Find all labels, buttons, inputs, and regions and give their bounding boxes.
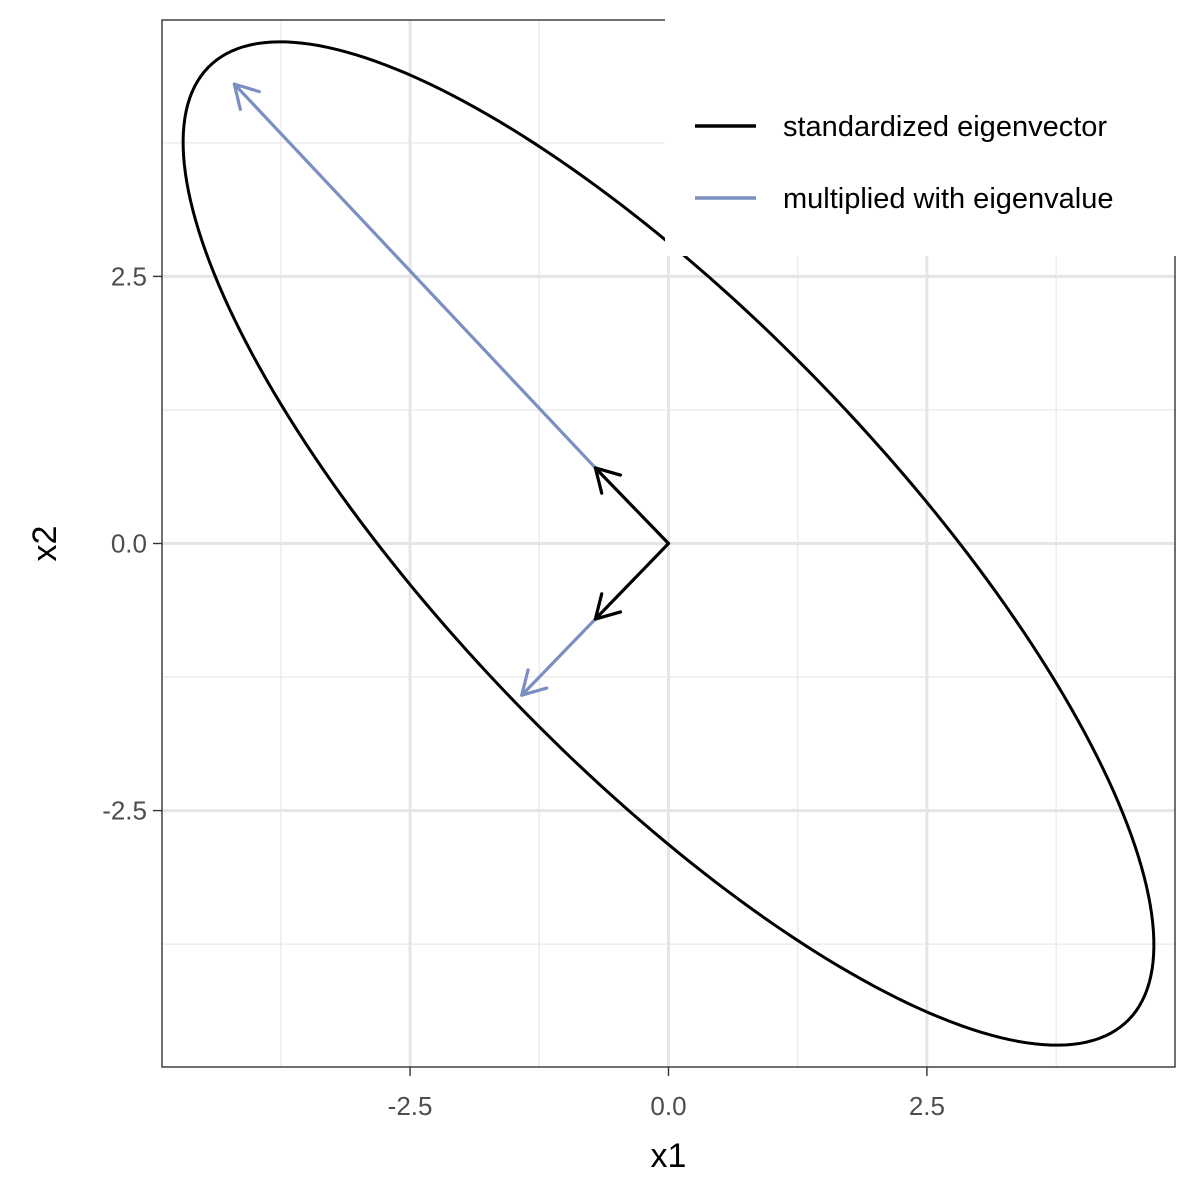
legend-label: standardized eigenvector [783, 111, 1107, 143]
y-tick-label: 2.5 [111, 261, 147, 291]
plot-marks [181, 40, 1156, 1047]
legend: standardized eigenvector multiplied with … [665, 0, 1200, 256]
legend-label: multiplied with eigenvalue [783, 183, 1113, 215]
standardized-eigenvector-arrow-shaft [593, 466, 671, 546]
scaled-eigenvector-arrow-head [232, 82, 261, 112]
standardized-eigenvector-arrow-head [593, 466, 623, 495]
x-tick-label: 2.5 [909, 1091, 945, 1121]
x-axis-title: x1 [651, 1137, 687, 1175]
axis-ticks: -2.5 0.0 2.5 -2.5 0.0 2.5 [102, 261, 945, 1121]
legend-background [665, 0, 1200, 256]
y-axis-title: x2 [26, 526, 64, 562]
x-tick-label: 0.0 [650, 1091, 686, 1121]
scaled-eigenvector-arrow-head [520, 668, 549, 697]
y-tick-label: 0.0 [111, 529, 147, 559]
standardized-eigenvector-arrow-shaft [593, 541, 671, 621]
x-tick-label: -2.5 [388, 1091, 433, 1121]
ellipse-contour [181, 40, 1156, 1047]
scaled-eigenvector-arrow-shaft [232, 82, 598, 470]
scaled-eigenvector-arrow-shaft [520, 617, 598, 697]
y-tick-label: -2.5 [102, 796, 147, 826]
standardized-eigenvector-arrow-head [593, 592, 623, 621]
